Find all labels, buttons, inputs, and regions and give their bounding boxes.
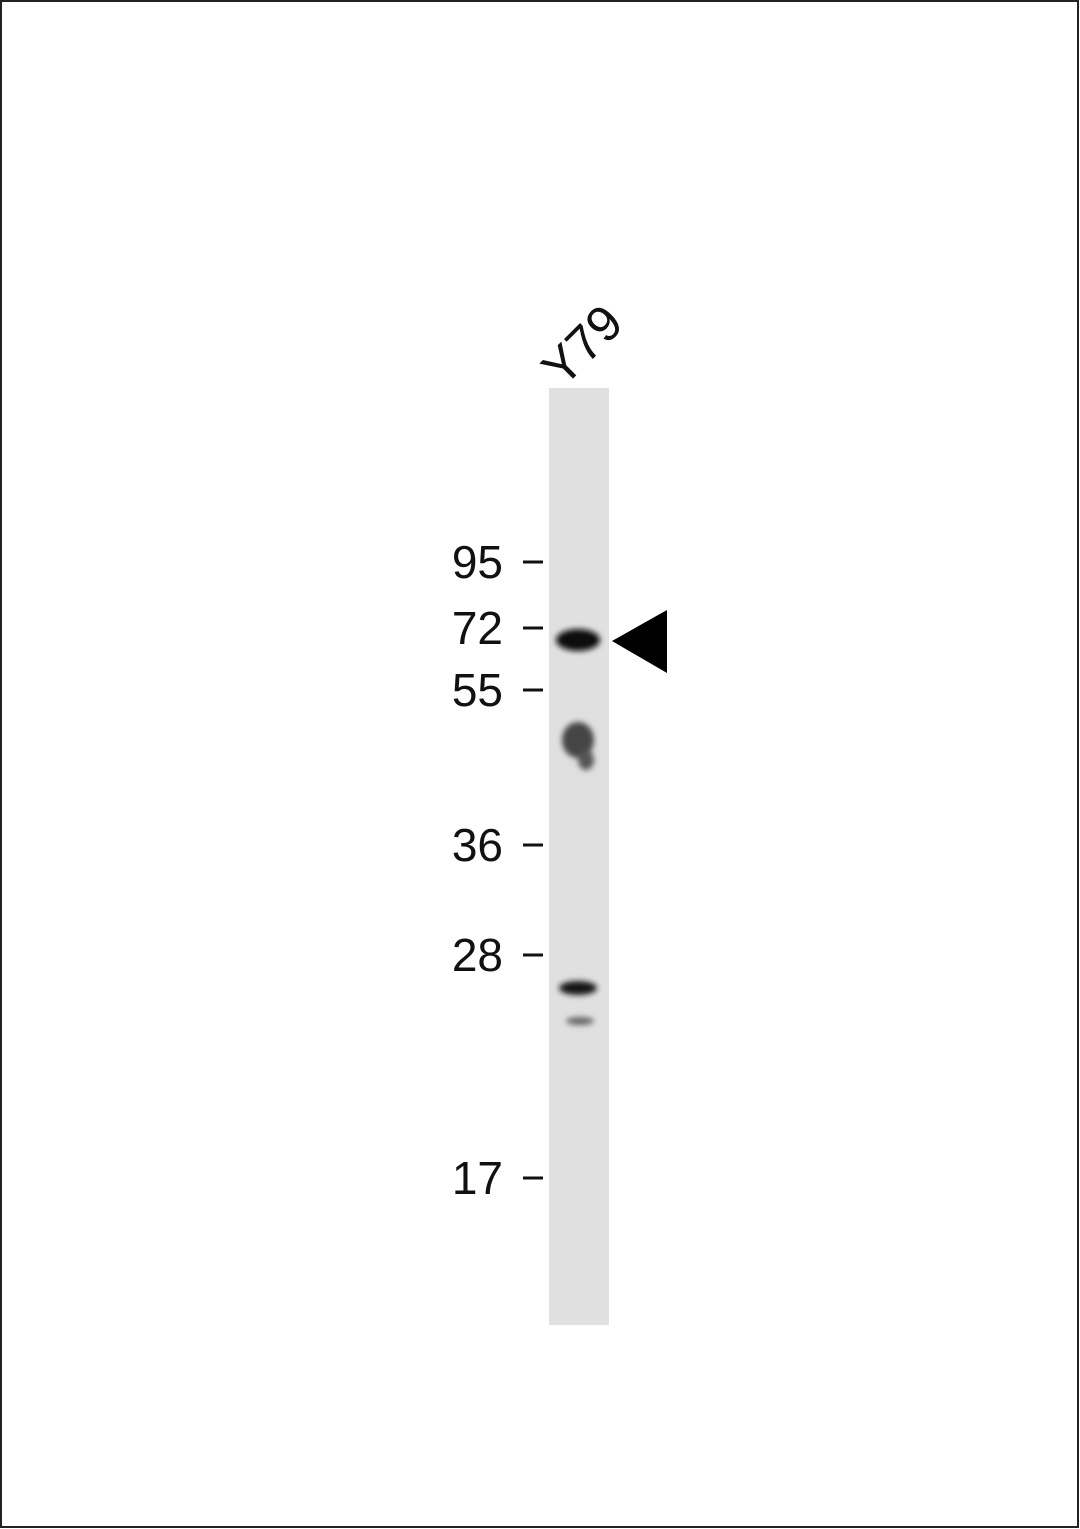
lane: [549, 388, 609, 1325]
marker-label: 55: [452, 664, 503, 716]
marker-label: 28: [452, 929, 503, 981]
marker-ladder: 95 72 55 36 28 17: [452, 536, 543, 1204]
target-arrow: [612, 610, 667, 673]
band: [562, 722, 594, 758]
marker-label: 17: [452, 1152, 503, 1204]
band: [566, 1017, 594, 1025]
band: [556, 629, 600, 651]
marker-label: 95: [452, 536, 503, 588]
band: [559, 981, 597, 995]
marker-label: 72: [452, 602, 503, 654]
marker-label: 36: [452, 819, 503, 871]
bands: [556, 629, 600, 1025]
band: [578, 750, 594, 770]
